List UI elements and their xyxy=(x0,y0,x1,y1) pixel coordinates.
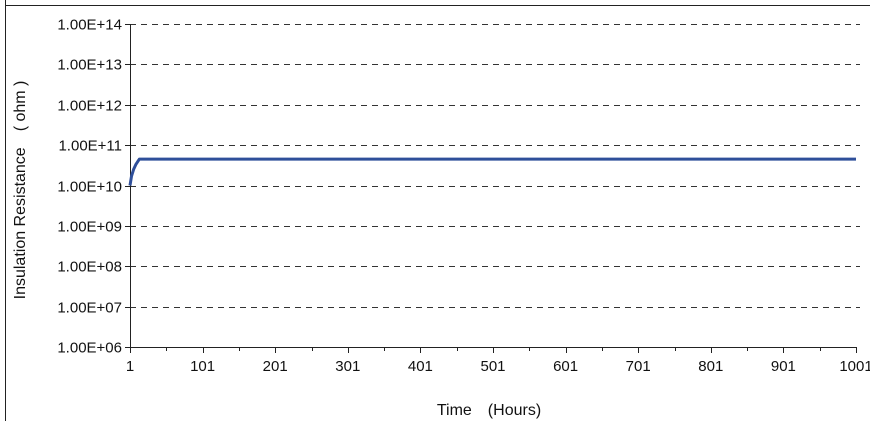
x-tick-label: 301 xyxy=(335,358,360,375)
y-tick-label: 1.00E+06 xyxy=(57,340,122,357)
x-tick-label: 1001 xyxy=(839,358,870,375)
x-tick-label: 401 xyxy=(408,358,433,375)
x-tick-label: 701 xyxy=(626,358,651,375)
y-tick-label: 1.00E+13 xyxy=(57,57,122,74)
y-axis-label: Insulation Resistance ( ohm ) xyxy=(12,81,29,300)
y-tick-label: 1.00E+10 xyxy=(57,179,122,196)
axes xyxy=(130,24,856,348)
x-tick-label: 901 xyxy=(771,358,796,375)
x-tick-label: 1 xyxy=(126,358,134,375)
x-tick-label: 801 xyxy=(698,358,723,375)
x-tick-label: 101 xyxy=(190,358,215,375)
x-tick-label: 601 xyxy=(553,358,578,375)
y-tick-label: 1.00E+07 xyxy=(57,300,122,317)
y-tick-label: 1.00E+11 xyxy=(58,138,122,155)
y-tick-label: 1.00E+12 xyxy=(57,98,122,115)
x-axis-label: Time (Hours) xyxy=(437,402,541,419)
y-tick-label: 1.00E+14 xyxy=(57,17,122,34)
x-tick-label: 201 xyxy=(263,358,288,375)
series-line xyxy=(128,157,856,186)
y-tick-label: 1.00E+09 xyxy=(57,219,122,236)
grid-lines xyxy=(130,24,860,308)
data-series xyxy=(128,157,856,186)
x-axis-ticks: 1 101 201 301 401 501 601 701 801 901 1001 xyxy=(126,347,870,375)
y-axis-ticks: 1.00E+06 1.00E+07 1.00E+08 1.00E+09 1.00E+10… xyxy=(57,17,130,357)
x-tick-label: 501 xyxy=(480,358,505,375)
y-tick-label: 1.00E+08 xyxy=(57,259,122,276)
